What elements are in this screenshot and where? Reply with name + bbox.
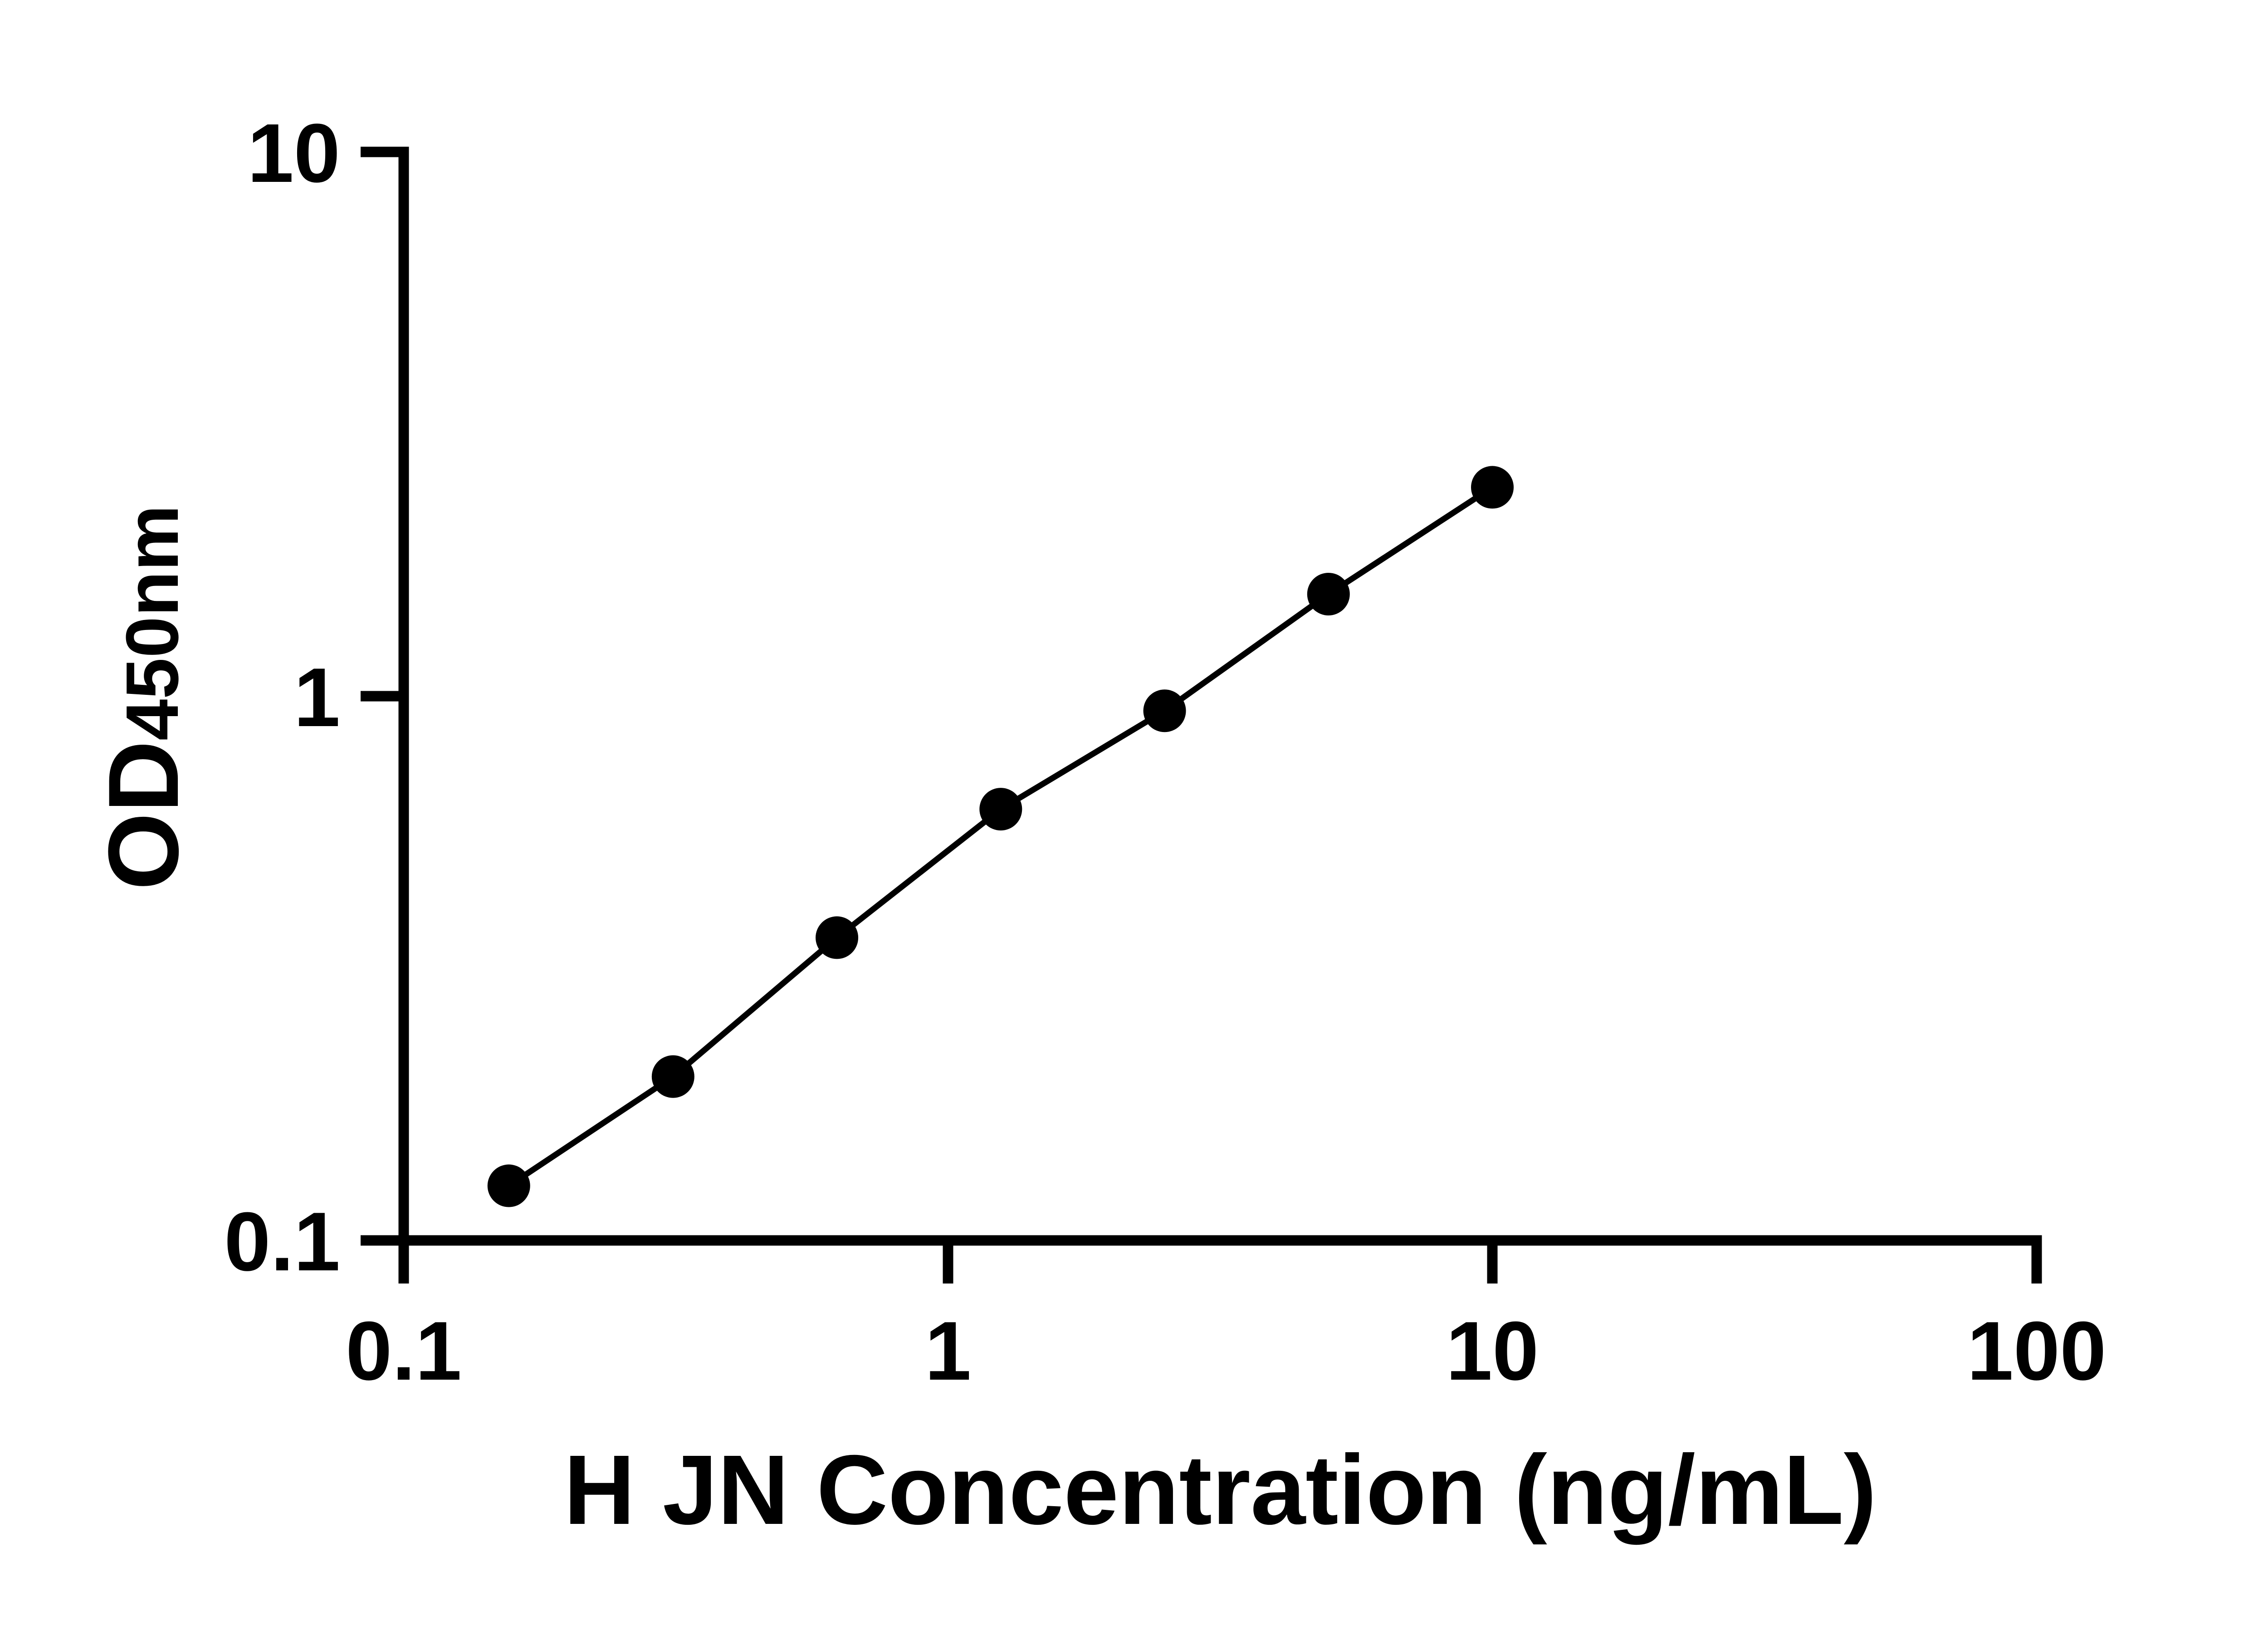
x-axis-ticks: 0.1 1 10 100 [346, 1240, 2107, 1397]
x-axis-title: H JN Concentration (ng/mL) [564, 1435, 1877, 1545]
y-tick-label: 0.1 [224, 1195, 340, 1288]
data-point-marker [651, 1055, 694, 1098]
data-point-marker [979, 788, 1022, 831]
y-axis-ticks: 0.1 1 10 [224, 106, 404, 1288]
data-series [487, 466, 1514, 1207]
data-point-marker [816, 916, 859, 959]
data-point-marker [1307, 572, 1350, 615]
x-tick-label: 10 [1446, 1304, 1539, 1397]
y-axis-title: OD450nm [88, 505, 199, 890]
data-point-marker [487, 1164, 530, 1207]
y-axis-title-main: OD [88, 741, 199, 890]
y-tick-label: 10 [247, 106, 340, 200]
data-point-marker [1143, 689, 1186, 732]
x-tick-label: 1 [925, 1304, 971, 1397]
y-tick-label: 1 [294, 650, 340, 744]
data-point-marker [1471, 466, 1514, 509]
x-tick-label: 100 [1967, 1304, 2107, 1397]
x-tick-label: 0.1 [346, 1304, 462, 1397]
y-axis-title-sub: 450nm [111, 505, 194, 741]
